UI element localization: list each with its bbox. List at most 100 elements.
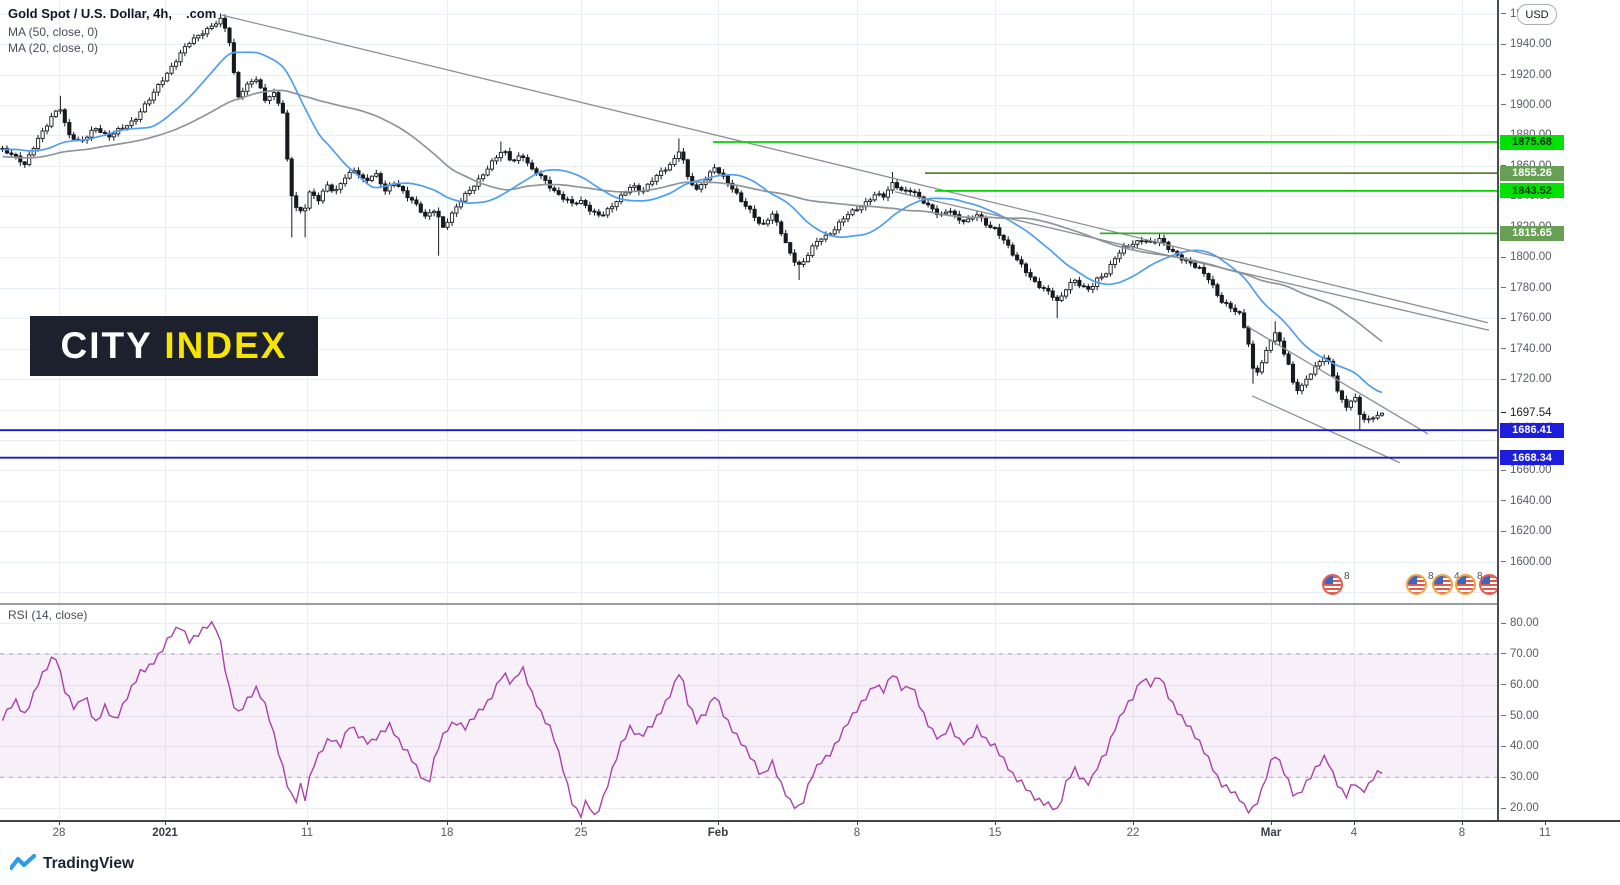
price-tick: 1940.00 bbox=[1501, 37, 1552, 51]
rsi-tick-label: 30.00 bbox=[1510, 771, 1539, 784]
horizontal-gridline bbox=[0, 348, 1497, 350]
last-price-row: 1697.54 bbox=[1499, 405, 1569, 420]
tick-dash bbox=[1501, 745, 1506, 747]
level-price-label[interactable]: 1815.65 bbox=[1500, 225, 1564, 241]
event-count-badge: 8 bbox=[1428, 571, 1434, 582]
tick-dash bbox=[1501, 469, 1506, 471]
time-tick-label: 8 bbox=[853, 827, 861, 839]
horizontal-level-lines[interactable] bbox=[0, 141, 1497, 459]
tick-dash bbox=[1501, 653, 1506, 655]
price-tick-label: 1940.00 bbox=[1510, 38, 1552, 50]
price-tick-label: 1920.00 bbox=[1510, 68, 1552, 81]
tick-dash bbox=[1501, 530, 1506, 532]
time-axis[interactable]: TradingView 28 2021 11 18 25 Feb 8 15 22 Mar 4 8 11 bbox=[0, 820, 1620, 885]
currency-toggle-button[interactable]: USD bbox=[1517, 4, 1557, 25]
tradingview-logo-text: TradingView bbox=[43, 855, 135, 872]
rsi-tick: 40.00 bbox=[1501, 739, 1539, 753]
price-tick-label: 1900.00 bbox=[1510, 98, 1552, 111]
price-tick: 1600.00 bbox=[1501, 555, 1552, 569]
time-tick-dash bbox=[1354, 820, 1355, 825]
rsi-series[interactable] bbox=[0, 620, 1497, 820]
tick-dash bbox=[1501, 684, 1506, 686]
us-flag-icon bbox=[1322, 574, 1343, 595]
price-axis[interactable]: 1960.001940.001920.001900.001880.001860.… bbox=[1499, 0, 1620, 820]
rsi-gridline bbox=[0, 746, 1497, 748]
city-index-watermark: CITY INDEX bbox=[30, 316, 318, 376]
rsi-gridline bbox=[0, 623, 1497, 624]
level-price-label[interactable]: 1668.34 bbox=[1500, 450, 1564, 466]
flag-canton bbox=[1408, 576, 1417, 584]
rsi-gridline bbox=[0, 684, 1497, 686]
level-price-label[interactable]: 1875.68 bbox=[1500, 134, 1564, 150]
time-tick-dash bbox=[718, 820, 719, 825]
rsi-tick: 80.00 bbox=[1501, 616, 1539, 630]
rsi-tick-label: 80.00 bbox=[1510, 617, 1539, 629]
rsi-tick: 60.00 bbox=[1501, 678, 1539, 692]
tick-dash bbox=[1501, 378, 1506, 380]
flag-circle bbox=[1457, 576, 1474, 593]
tick-dash bbox=[1501, 287, 1506, 289]
trendlines[interactable] bbox=[221, 14, 1490, 464]
price-axis-border bbox=[1497, 0, 1499, 820]
tick-dash bbox=[1501, 776, 1506, 778]
economic-event-marker[interactable]: 8 bbox=[1406, 571, 1434, 595]
tick-dash bbox=[1501, 74, 1506, 75]
price-tick-label: 1760.00 bbox=[1510, 312, 1552, 325]
time-tick-dash bbox=[581, 820, 582, 825]
tick-dash bbox=[1501, 500, 1506, 502]
time-tick-dash bbox=[857, 820, 858, 825]
symbol-title-suffix: .com bbox=[185, 6, 217, 21]
tick-dash bbox=[1501, 256, 1506, 258]
time-tick-label: 11 bbox=[1539, 827, 1551, 839]
rsi-tick: 30.00 bbox=[1501, 770, 1539, 784]
price-tick-label: 1660.00 bbox=[1510, 464, 1552, 477]
level-price-label[interactable]: 1843.52 bbox=[1500, 183, 1564, 199]
price-tick-label: 1800.00 bbox=[1510, 251, 1552, 264]
horizontal-gridline bbox=[0, 13, 1497, 15]
last-price-value: 1697.54 bbox=[1510, 406, 1552, 419]
level-price-label[interactable]: 1686.41 bbox=[1500, 422, 1564, 438]
horizontal-gridline bbox=[0, 226, 1497, 228]
time-tick-dash bbox=[59, 820, 60, 825]
price-tick: 1720.00 bbox=[1501, 372, 1552, 386]
price-tick: 1900.00 bbox=[1501, 98, 1552, 112]
price-tick: 1920.00 bbox=[1501, 68, 1552, 82]
price-tick: 1620.00 bbox=[1501, 524, 1552, 538]
price-tick-label: 1640.00 bbox=[1510, 494, 1552, 507]
symbol-title[interactable]: Gold Spot / U.S. Dollar, 4h, bbox=[8, 6, 172, 21]
rsi-legend[interactable]: RSI (14, close) bbox=[8, 608, 88, 622]
horizontal-gridline bbox=[0, 500, 1497, 502]
horizontal-gridline bbox=[0, 74, 1497, 76]
economic-event-marker[interactable]: 8 bbox=[1455, 571, 1483, 595]
watermark-city: CITY bbox=[60, 325, 165, 366]
tick-dash bbox=[1501, 348, 1506, 350]
horizontal-gridline bbox=[0, 196, 1497, 198]
economic-event-marker[interactable]: 8 bbox=[1322, 571, 1350, 595]
flag-circle bbox=[1481, 576, 1498, 593]
horizontal-gridline bbox=[0, 287, 1497, 289]
moving-average-lines[interactable] bbox=[2, 51, 1383, 394]
rsi-tick-label: 70.00 bbox=[1510, 647, 1539, 660]
time-tick-dash bbox=[307, 820, 308, 825]
time-tick-dash bbox=[1271, 820, 1272, 825]
time-tick-label: 11 bbox=[301, 827, 313, 839]
time-tick-label: 25 bbox=[574, 827, 588, 839]
rsi-tick: 20.00 bbox=[1501, 801, 1539, 815]
ma20-legend[interactable]: MA (20, close, 0) bbox=[8, 41, 99, 55]
chart-legend[interactable]: Gold Spot / U.S. Dollar, 4h, .com MA (50,… bbox=[8, 5, 216, 55]
horizontal-gridline bbox=[0, 318, 1497, 320]
horizontal-gridline bbox=[0, 440, 1497, 441]
level-price-label[interactable]: 1855.26 bbox=[1500, 165, 1564, 181]
horizontal-gridline bbox=[0, 135, 1497, 137]
flag-canton bbox=[1324, 576, 1333, 584]
horizontal-gridline bbox=[0, 379, 1497, 380]
ma50-legend[interactable]: MA (50, close, 0) bbox=[8, 25, 99, 39]
price-tick-label: 1740.00 bbox=[1510, 342, 1552, 355]
pane-separator[interactable] bbox=[0, 603, 1620, 605]
tradingview-logo[interactable]: TradingView bbox=[10, 854, 134, 874]
horizontal-gridline bbox=[0, 44, 1497, 45]
price-tick-label: 1620.00 bbox=[1510, 525, 1552, 538]
flag-circle bbox=[1324, 576, 1341, 593]
